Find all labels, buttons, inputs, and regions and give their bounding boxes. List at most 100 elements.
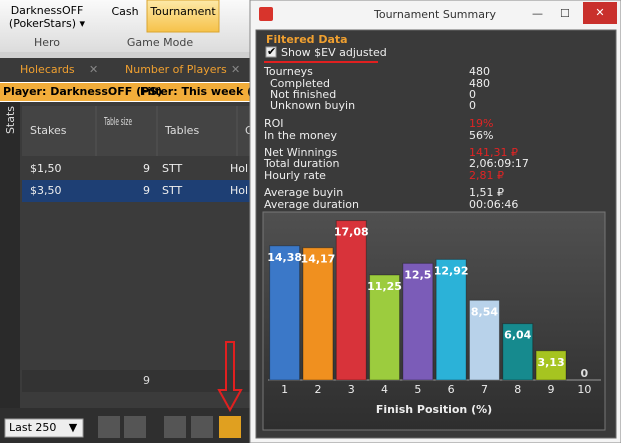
- checkbox[interactable]: [265, 46, 277, 58]
- icon-button[interactable]: [98, 416, 120, 438]
- column-header: Tables: [164, 124, 199, 137]
- player: Player:: [3, 85, 46, 98]
- value-label: 8,54: [471, 305, 498, 318]
- value-label: 14,38: [267, 251, 302, 264]
- stat-label: Unknown buyin: [270, 99, 355, 112]
- table: Stakes Table size Tables G $1,50 9 STT Hol $3,50…: [30, 106, 254, 197]
- tab[interactable]: Number of Players: [125, 63, 227, 76]
- x-tick-label: 2: [314, 383, 321, 396]
- stat-label: Average buyin: [264, 186, 343, 199]
- value-label: 14,17: [301, 253, 336, 266]
- stat-value: 2,06:09:17: [469, 157, 529, 170]
- icon-button[interactable]: [164, 416, 186, 438]
- tab-close[interactable]: ✕: [89, 63, 98, 76]
- stat-label: Hourly rate: [264, 169, 326, 182]
- chart: 14,38 1 14,17 2 17,08 3 11,25 4 12,5 5 12,92 6 8,54 7…: [267, 220, 601, 396]
- x-tick-label: 5: [414, 383, 421, 396]
- stat-value: 141,31 ₽: [469, 146, 518, 159]
- side-tab[interactable]: Stats: [4, 106, 17, 134]
- x-tick-label: 10: [577, 383, 591, 396]
- minimize[interactable]: —: [532, 7, 543, 20]
- selected-row[interactable]: [22, 180, 250, 202]
- close-icon[interactable]: ✕: [595, 6, 604, 19]
- player-value: DarknessOFF (PS): [50, 85, 162, 98]
- table-cell: $1,50: [30, 162, 62, 175]
- stat-label: Net Winnings: [264, 146, 337, 159]
- bar: [535, 350, 567, 381]
- x-axis-label: Finish Position (%): [376, 403, 492, 416]
- filter: Filter:: [140, 85, 178, 98]
- value-label: 3,13: [537, 356, 564, 369]
- table-cell: STT: [162, 184, 183, 197]
- x-tick-label: 8: [514, 383, 521, 396]
- table-cell: Hol: [230, 184, 248, 197]
- table-cell: 9: [143, 162, 150, 175]
- dropdown-arrow[interactable]: ▼: [69, 421, 78, 434]
- stat-label: Total duration: [263, 157, 340, 170]
- table-cell: $3,50: [30, 184, 62, 197]
- x-tick-label: 6: [448, 383, 455, 396]
- table-cell: 9: [143, 184, 150, 197]
- player-label: Player: DarknessOFF (PS): [3, 85, 162, 98]
- window-title: Tournament Summary: [373, 8, 497, 21]
- checkmark[interactable]: ✔: [267, 45, 276, 58]
- bar: [335, 220, 367, 381]
- value-label: 11,25: [367, 280, 402, 293]
- stat-label: In the money: [264, 129, 337, 142]
- column-header: Table size: [103, 115, 132, 128]
- stat-value: 480: [469, 65, 490, 78]
- icon-button[interactable]: [219, 416, 241, 438]
- x-tick-label: 4: [381, 383, 388, 396]
- x-tick-label: 1: [281, 383, 288, 396]
- stat-label: Completed: [270, 77, 330, 90]
- stat-value: 00:06:46: [469, 198, 518, 211]
- filter-label: Filter: This week (13.: [140, 85, 272, 98]
- stat-value: 1,51 ₽: [469, 186, 504, 199]
- value-label: 12,92: [434, 264, 469, 277]
- icon-button[interactable]: [124, 416, 146, 438]
- stats: Tourneys 480 Completed 480 Not finished 0 Unkn…: [263, 65, 529, 211]
- app-icon: [259, 7, 273, 21]
- hero-site[interactable]: (PokerStars) ▾: [9, 17, 86, 30]
- icon-button[interactable]: [191, 416, 213, 438]
- table-footer: [22, 370, 250, 392]
- stat-label: ROI: [264, 117, 284, 130]
- bar: [269, 245, 301, 381]
- tab-bar: [0, 58, 250, 82]
- column-header: Stakes: [30, 124, 67, 137]
- x-tick-label: 3: [348, 383, 355, 396]
- red-arrow: [217, 341, 243, 413]
- stat-label: Tourneys: [263, 65, 313, 78]
- table-cell: Hol: [230, 162, 248, 175]
- x-tick-label: 7: [481, 383, 488, 396]
- stat-value: 0: [469, 99, 476, 112]
- column-header: G: [245, 124, 254, 137]
- stat-value: 19%: [469, 117, 493, 130]
- bar: [402, 262, 434, 381]
- game-mode-label: Game Mode: [127, 36, 193, 49]
- bar: [302, 247, 334, 381]
- bar: [369, 274, 401, 381]
- bar: [435, 258, 467, 381]
- hero-name: DarknessOFF: [11, 4, 84, 17]
- maximize[interactable]: ☐: [560, 7, 570, 20]
- stat-value: 0: [469, 88, 476, 101]
- tab-close[interactable]: ✕: [231, 63, 240, 76]
- cash-button[interactable]: Cash: [111, 5, 138, 18]
- close-button[interactable]: [583, 2, 617, 24]
- tournament-button[interactable]: Tournament: [149, 5, 216, 18]
- stat-label: Average duration: [264, 198, 359, 211]
- hero-label: Hero: [34, 36, 60, 49]
- side-strip: [0, 102, 20, 408]
- filter-bar: [0, 83, 250, 101]
- checkbox-label[interactable]: Show $EV adjusted: [281, 46, 387, 59]
- section-title: Filtered Data: [266, 33, 348, 46]
- bar: [468, 299, 500, 381]
- range-value[interactable]: Last 250: [9, 421, 56, 434]
- value-label: 17,08: [334, 226, 369, 239]
- value-label: 0: [581, 367, 589, 380]
- value-label: 6,04: [504, 329, 531, 342]
- tournament-button-bg[interactable]: [146, 0, 220, 33]
- range-select[interactable]: [4, 418, 84, 438]
- tab[interactable]: Holecards: [20, 63, 75, 76]
